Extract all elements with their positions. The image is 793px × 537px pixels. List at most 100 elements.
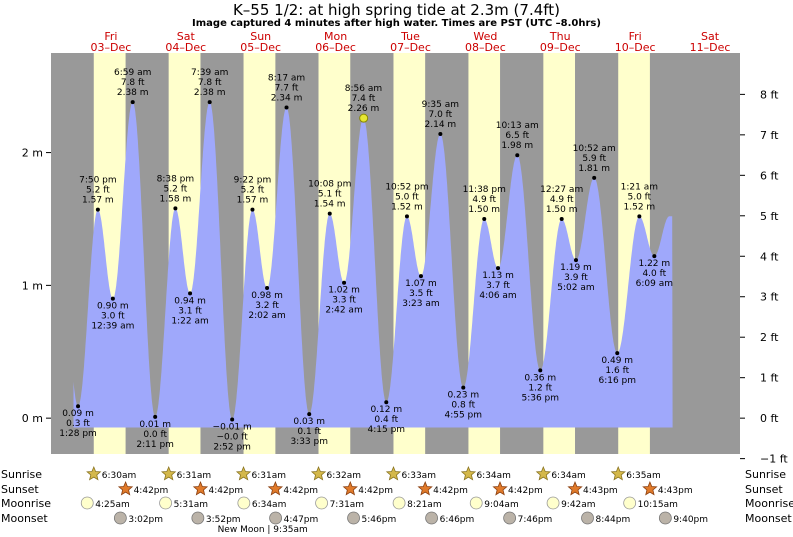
tide-extreme-label: 6:09 am xyxy=(636,279,673,289)
sunrise-time-label: 6:35am xyxy=(626,471,661,481)
tide-extreme-label: 7.0 ft xyxy=(429,110,453,120)
sunrise-time-label: 6:33am xyxy=(401,471,436,481)
tide-extreme-label: 0.8 ft xyxy=(451,401,475,411)
tide-extreme-point xyxy=(110,296,115,301)
tide-extreme-label: 1.58 m xyxy=(160,194,192,204)
tide-extreme-point xyxy=(265,286,270,291)
moonset-icon xyxy=(347,511,360,525)
tide-extreme-point xyxy=(284,105,289,110)
moonrise-time-label: 4:25am xyxy=(95,500,130,510)
tide-extreme-label: 0.12 m xyxy=(370,405,402,415)
right-axis-tick-label: 2 ft xyxy=(760,331,779,344)
tide-extreme-label: 3.7 ft xyxy=(486,281,510,291)
moonrise-time-label: 9:42am xyxy=(561,500,596,510)
moonset-time-label: 3:02pm xyxy=(128,515,163,525)
moonrise-row-label-right: Moonrise xyxy=(745,497,793,510)
sunset-time-label: 4:43pm xyxy=(583,486,618,496)
new-moon-label: New Moon | 9:35am xyxy=(218,525,308,535)
tide-extreme-point xyxy=(482,216,487,221)
tide-extreme-point xyxy=(637,214,642,219)
tide-extreme-label: 6:59 am xyxy=(114,68,151,78)
tide-extreme-label: 1:22 am xyxy=(171,316,208,326)
moonset-time-label: 6:46pm xyxy=(440,515,475,525)
moonset-time-label: 7:46pm xyxy=(518,515,553,525)
tide-extreme-label: 1.57 m xyxy=(237,196,269,206)
tide-extreme-label: 2.14 m xyxy=(425,120,457,130)
moonset-icon xyxy=(581,511,594,525)
tide-extreme-label: 4.0 ft xyxy=(642,269,666,279)
sunset-time-label: 4:42pm xyxy=(208,486,243,496)
tide-extreme-label: 1.22 m xyxy=(638,259,670,269)
tide-extreme-label: 2:11 pm xyxy=(136,440,174,450)
tide-extreme-label: 3.0 ft xyxy=(101,312,125,322)
moonset-time-label: 5:46pm xyxy=(362,515,397,525)
tide-extreme-label: 1.57 m xyxy=(82,196,114,206)
moonset-row-label-left: Moonset xyxy=(1,512,48,525)
moonrise-time-label: 8:21am xyxy=(407,500,442,510)
day-name-label: Fri xyxy=(104,30,117,43)
tide-extreme-label: 8:56 am xyxy=(345,84,382,94)
tide-extreme-label: 2.34 m xyxy=(271,93,303,103)
sunrise-icon xyxy=(535,465,552,481)
tide-extreme-point xyxy=(438,131,443,136)
tide-extreme-point xyxy=(496,266,501,271)
tide-extreme-label: 10:08 pm xyxy=(308,180,351,190)
moonrise-time-label: 7:31am xyxy=(330,500,365,510)
tide-extreme-label: 3.3 ft xyxy=(332,296,356,306)
tide-extreme-label: 0.94 m xyxy=(174,296,206,306)
sunrise-row-label-right: Sunrise xyxy=(745,468,786,481)
tide-extreme-label: 10:13 am xyxy=(496,121,539,131)
tide-extreme-label: 2.38 m xyxy=(117,88,149,98)
tide-extreme-label: 1.98 m xyxy=(501,141,533,151)
right-axis-tick-label: 8 ft xyxy=(760,88,779,101)
sunset-time-label: 4:42pm xyxy=(283,486,318,496)
tide-extreme-point xyxy=(342,280,347,285)
day-name-label: Fri xyxy=(629,30,642,43)
sunrise-row-label-left: Sunrise xyxy=(1,468,42,481)
tide-extreme-label: 5:36 pm xyxy=(521,393,559,403)
tide-extreme-label: 0.49 m xyxy=(601,356,633,366)
tide-extreme-label: 3:23 am xyxy=(402,299,439,309)
right-axis-tick-label: 4 ft xyxy=(760,250,779,263)
tide-extreme-label: 4.9 ft xyxy=(550,195,574,205)
day-name-label: Sat xyxy=(701,30,720,43)
tide-extreme-label: 1.50 m xyxy=(468,205,500,215)
tide-extreme-label: 0.36 m xyxy=(524,373,556,383)
current-time-marker xyxy=(359,113,369,123)
tide-extreme-label: 1.6 ft xyxy=(605,366,629,376)
tide-extreme-label: 7.8 ft xyxy=(121,78,145,88)
tide-extreme-label: 0.90 m xyxy=(97,302,129,312)
date-label: 08–Dec xyxy=(465,41,506,54)
tide-area xyxy=(73,102,673,428)
sunset-icon xyxy=(342,480,358,496)
moonset-row-label-right: Moonset xyxy=(745,512,792,525)
moonset-icon xyxy=(191,511,205,525)
tide-extreme-point xyxy=(153,414,158,419)
right-axis-tick-label: 3 ft xyxy=(760,291,779,304)
moonset-icon xyxy=(658,511,672,525)
tide-extreme-label: 0.4 ft xyxy=(374,415,398,425)
tide-extreme-label: 12:27 am xyxy=(540,185,583,195)
tide-extreme-label: 9:22 pm xyxy=(234,176,272,186)
right-axis-tick-label: 7 ft xyxy=(760,129,779,142)
tide-extreme-label: 12:39 am xyxy=(91,322,134,332)
tide-extreme-label: 1.13 m xyxy=(482,271,514,281)
sunrise-icon xyxy=(610,465,626,481)
day-name-label: Mon xyxy=(324,30,347,43)
tide-extreme-point xyxy=(404,214,409,219)
tide-extreme-point xyxy=(173,206,178,211)
day-name-label: Wed xyxy=(473,30,497,43)
tide-extreme-point xyxy=(515,153,520,158)
tide-extreme-label: 7.8 ft xyxy=(198,78,222,88)
day-name-label: Sun xyxy=(250,30,271,43)
sunrise-time-label: 6:32am xyxy=(327,471,362,481)
moonset-icon xyxy=(425,511,438,525)
tide-extreme-label: 0.23 m xyxy=(447,391,479,401)
tide-extreme-label: 0.0 ft xyxy=(143,430,167,440)
sunset-icon xyxy=(417,480,433,496)
tide-extreme-label: 6.5 ft xyxy=(505,131,529,141)
sunrise-time-label: 6:31am xyxy=(252,471,286,481)
tide-extreme-point xyxy=(207,100,212,105)
tide-extreme-label: 10:52 pm xyxy=(385,182,428,192)
